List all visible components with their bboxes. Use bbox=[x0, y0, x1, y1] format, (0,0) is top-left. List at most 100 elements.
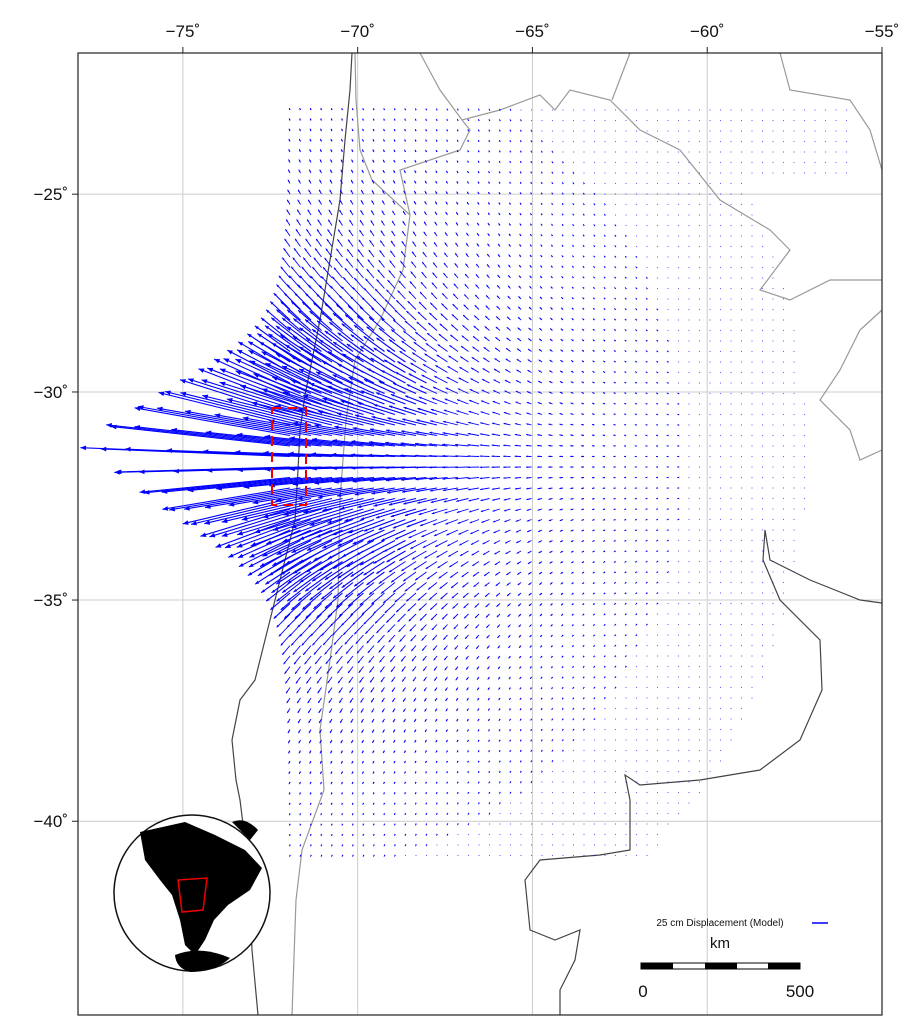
vector-dot bbox=[520, 855, 521, 856]
vector-dot bbox=[615, 834, 616, 835]
vector-dot bbox=[583, 802, 584, 803]
vector-dot bbox=[646, 246, 647, 247]
vector-dot bbox=[646, 834, 647, 835]
vector-dot bbox=[552, 141, 553, 142]
vector-dot bbox=[646, 687, 647, 688]
vector-dot bbox=[678, 382, 679, 383]
vector-dot bbox=[573, 823, 574, 824]
vector-dot bbox=[657, 204, 658, 205]
vector-dot bbox=[625, 823, 626, 824]
vector-dot bbox=[499, 813, 500, 814]
vector-dot bbox=[625, 855, 626, 856]
vector-dot bbox=[625, 204, 626, 205]
vector-dot bbox=[657, 676, 658, 677]
vector-dot bbox=[478, 844, 479, 845]
vector-dot bbox=[583, 834, 584, 835]
vector-dot bbox=[667, 193, 668, 194]
vector-dot bbox=[625, 172, 626, 173]
vector-dot bbox=[615, 729, 616, 730]
vector-dot bbox=[552, 855, 553, 856]
vector-dot bbox=[667, 666, 668, 667]
vector-dot bbox=[562, 792, 563, 793]
vector-dot bbox=[646, 802, 647, 803]
vector-dot bbox=[678, 172, 679, 173]
vector-dot bbox=[636, 760, 637, 761]
vector-dot bbox=[667, 718, 668, 719]
vector-dot bbox=[583, 844, 584, 845]
vector-dot bbox=[604, 739, 605, 740]
vector-dot bbox=[678, 193, 679, 194]
vector-dot bbox=[678, 141, 679, 142]
vector-dot bbox=[510, 813, 511, 814]
vector-dot bbox=[636, 151, 637, 152]
vector-dot bbox=[667, 687, 668, 688]
vector-dot bbox=[583, 823, 584, 824]
vector-dot bbox=[678, 298, 679, 299]
vector-dot bbox=[468, 855, 469, 856]
vector-dot bbox=[667, 739, 668, 740]
vector-dot bbox=[541, 120, 542, 121]
vector-dot bbox=[405, 855, 406, 856]
vector-dot bbox=[604, 193, 605, 194]
vector-dot bbox=[636, 141, 637, 142]
vector-dot bbox=[657, 708, 658, 709]
vector-dot bbox=[667, 120, 668, 121]
vector-dot bbox=[594, 130, 595, 131]
vector-dot bbox=[667, 183, 668, 184]
vector-dot bbox=[541, 792, 542, 793]
vector-dot bbox=[615, 120, 616, 121]
vector-dot bbox=[457, 855, 458, 856]
vector-dot bbox=[615, 151, 616, 152]
vector-dot bbox=[499, 834, 500, 835]
vector-dot bbox=[594, 844, 595, 845]
vector-dot bbox=[426, 855, 427, 856]
vector-dot bbox=[625, 813, 626, 814]
vector-dot bbox=[636, 204, 637, 205]
vector-dot bbox=[678, 351, 679, 352]
vector-dot bbox=[478, 855, 479, 856]
vector-dot bbox=[646, 718, 647, 719]
vector-dot bbox=[646, 130, 647, 131]
vector-dot bbox=[604, 130, 605, 131]
vector-dot bbox=[625, 214, 626, 215]
vector-dot bbox=[499, 844, 500, 845]
vector-dot bbox=[646, 109, 647, 110]
vector-dot bbox=[604, 834, 605, 835]
vector-dot bbox=[678, 319, 679, 320]
vector-dot bbox=[636, 802, 637, 803]
vector-dot bbox=[636, 739, 637, 740]
vector-dot bbox=[604, 172, 605, 173]
vector-dot bbox=[552, 109, 553, 110]
vector-dot bbox=[625, 729, 626, 730]
vector-dot bbox=[615, 750, 616, 751]
vector-dot bbox=[646, 634, 647, 635]
vector-dot bbox=[468, 844, 469, 845]
vector-dot bbox=[678, 372, 679, 373]
vector-dot bbox=[541, 834, 542, 835]
vector-dot bbox=[657, 634, 658, 635]
vector-dot bbox=[541, 823, 542, 824]
vector-dot bbox=[625, 141, 626, 142]
vector-dot bbox=[667, 697, 668, 698]
vector-dot bbox=[615, 823, 616, 824]
vector-dot bbox=[531, 120, 532, 121]
vector-dot bbox=[552, 834, 553, 835]
vector-dot bbox=[625, 792, 626, 793]
vector-dot bbox=[625, 183, 626, 184]
vector-dot bbox=[615, 162, 616, 163]
vector-dot bbox=[594, 162, 595, 163]
vector-dot bbox=[657, 771, 658, 772]
vector-dot bbox=[625, 802, 626, 803]
vector-dot bbox=[478, 823, 479, 824]
vector-dot bbox=[615, 802, 616, 803]
vector-dot bbox=[646, 750, 647, 751]
vector-dot bbox=[678, 277, 679, 278]
vector-dot bbox=[646, 813, 647, 814]
vector-dot bbox=[594, 750, 595, 751]
vector-dot bbox=[573, 771, 574, 772]
vector-dot bbox=[615, 141, 616, 142]
vector-dot bbox=[552, 802, 553, 803]
vector-dot bbox=[583, 771, 584, 772]
vector-dot bbox=[520, 834, 521, 835]
vector-dot bbox=[636, 214, 637, 215]
